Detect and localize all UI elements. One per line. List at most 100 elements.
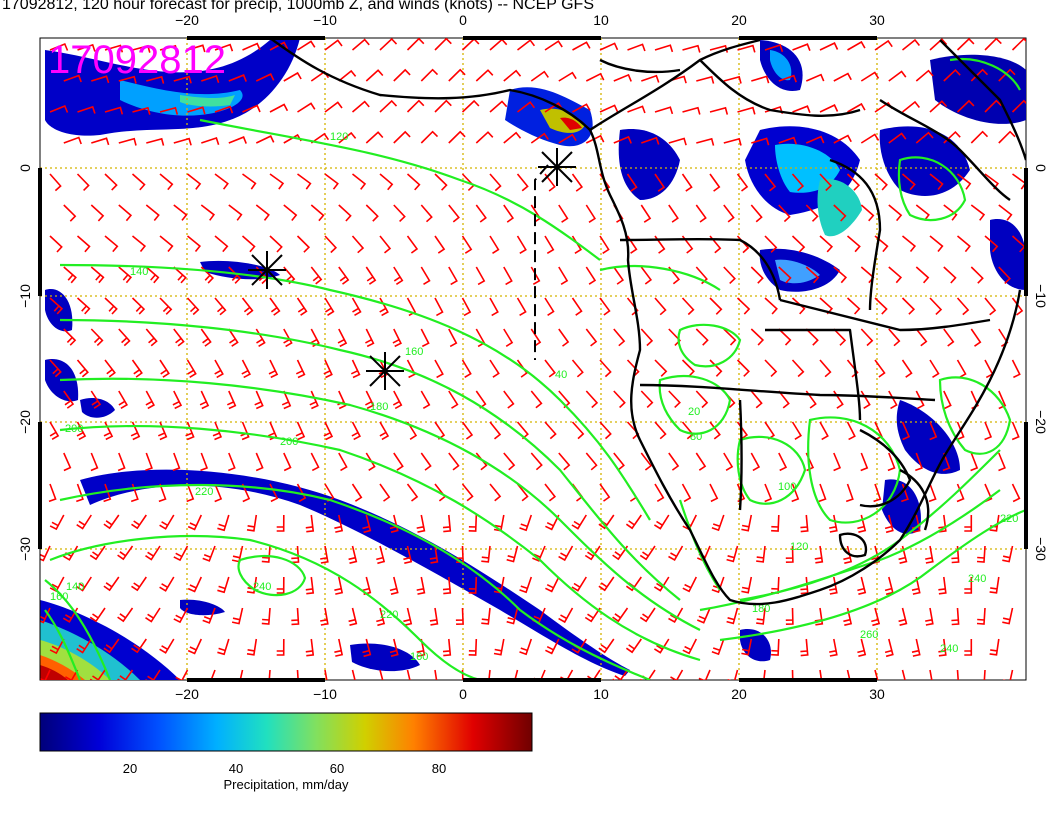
wind-barb [599, 483, 611, 502]
wind-barb [228, 204, 243, 221]
wind-barb [751, 137, 770, 146]
wind-barb [481, 545, 491, 563]
wind-barb [489, 421, 502, 440]
wind-barb [297, 102, 316, 113]
wind-barb [791, 669, 794, 680]
svg-text:180: 180 [752, 603, 770, 615]
wind-barb [276, 638, 285, 656]
wind-barb [805, 266, 820, 284]
wind-barb [572, 41, 591, 51]
wind-barb [217, 638, 230, 656]
wind-barb [819, 235, 834, 253]
wind-barb [737, 44, 756, 53]
wind-barb [516, 297, 527, 316]
wind-barb [942, 452, 951, 472]
wind-barb [393, 204, 406, 222]
wind-barb [929, 297, 943, 315]
wind-barb [200, 452, 209, 472]
wind-barb [956, 235, 971, 253]
wind-barb [984, 297, 997, 316]
wind-barb [145, 545, 161, 561]
wind-barb [468, 638, 478, 656]
wind-barb [970, 68, 989, 82]
wind-barb [403, 607, 413, 626]
wind-barb [598, 576, 615, 592]
wind-barb [429, 545, 439, 564]
wind-barb [91, 137, 110, 146]
wind-barb [261, 607, 271, 625]
wind-barb [668, 545, 684, 561]
wind-barb [585, 204, 597, 223]
wind-barb [957, 173, 972, 190]
wind-barb [558, 328, 570, 347]
colorbar-gradient [39, 712, 533, 752]
wind-barb [63, 74, 82, 83]
wind-barb [334, 514, 344, 533]
wind-barb [584, 545, 601, 561]
wind-barb [49, 297, 64, 315]
wind-barb [970, 452, 979, 472]
wind-barb [334, 638, 344, 657]
wind-barb [420, 204, 433, 223]
wind-barb [833, 452, 842, 472]
wind-barb [785, 545, 794, 563]
wind-barb [379, 173, 394, 191]
wind-barb [338, 266, 350, 285]
wind-barb [255, 73, 275, 82]
wind-barb [791, 173, 805, 192]
wind-barb [434, 235, 446, 254]
wind-barb [104, 359, 116, 378]
wind-barb [365, 390, 375, 410]
wind-barb [819, 104, 839, 113]
wind-barb [791, 235, 806, 253]
wind-barb [558, 133, 577, 144]
wind-barb [442, 514, 452, 533]
wind-barb [117, 545, 134, 561]
precip-colorbar: 20 40 60 80 Precipitation, mm/day [39, 712, 533, 792]
wind-barb [530, 390, 543, 409]
wind-barb [964, 577, 973, 594]
wind-barb [420, 390, 431, 409]
wind-barb [131, 638, 147, 654]
wind-barb [489, 359, 500, 378]
svg-text:220: 220 [195, 486, 213, 498]
wind-barb [598, 638, 615, 654]
wind-barb [261, 545, 271, 563]
wind-barb [49, 173, 62, 192]
wind-barb [90, 204, 105, 222]
wind-barb [320, 607, 329, 626]
wind-barb [681, 297, 695, 316]
wind-barb [778, 74, 797, 83]
wind-barb [764, 359, 778, 377]
svg-text:−10: −10 [17, 284, 33, 308]
wind-barb [544, 483, 557, 502]
svg-text:20: 20 [688, 406, 700, 418]
wind-barb [653, 576, 670, 592]
wind-barb [888, 390, 898, 410]
wind-barb [984, 99, 1002, 113]
wind-barb [723, 137, 742, 146]
wind-barb [461, 483, 474, 502]
wind-barb [846, 669, 851, 680]
wind-barb [379, 99, 398, 113]
wind-barb [406, 297, 417, 317]
wind-barb [434, 669, 438, 680]
wind-barb [653, 514, 670, 530]
wind-barb [943, 204, 958, 221]
wind-barb [516, 359, 528, 378]
wind-barb [416, 514, 426, 533]
wind-barb [267, 421, 278, 441]
wind-barb [884, 514, 894, 534]
svg-text:0: 0 [459, 686, 467, 702]
wind-barb [612, 607, 629, 623]
wind-barb [214, 235, 229, 253]
wind-barb [911, 638, 921, 657]
wind-barb [348, 545, 358, 564]
svg-text:10: 10 [593, 12, 609, 28]
svg-text:−20: −20 [17, 410, 33, 434]
wind-barb [970, 204, 986, 221]
wind-barb [310, 204, 325, 222]
wind-barb [778, 266, 792, 284]
wind-barb [681, 483, 692, 503]
wind-barb [998, 204, 1013, 221]
